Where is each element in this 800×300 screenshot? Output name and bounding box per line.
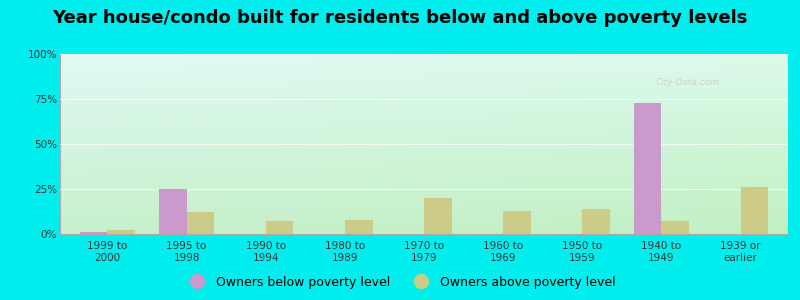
- Bar: [662, 221, 689, 234]
- Bar: [634, 103, 662, 234]
- Bar: [582, 209, 610, 234]
- Text: City-Data.com: City-Data.com: [656, 78, 720, 87]
- Bar: [345, 220, 373, 234]
- Bar: [159, 189, 186, 234]
- Bar: [741, 187, 768, 234]
- Bar: [186, 212, 214, 234]
- Bar: [503, 211, 531, 234]
- Bar: [424, 198, 452, 234]
- Legend: Owners below poverty level, Owners above poverty level: Owners below poverty level, Owners above…: [179, 271, 621, 294]
- Bar: [266, 221, 294, 234]
- Bar: [107, 230, 135, 234]
- Text: Year house/condo built for residents below and above poverty levels: Year house/condo built for residents bel…: [52, 9, 748, 27]
- Bar: [80, 232, 107, 234]
